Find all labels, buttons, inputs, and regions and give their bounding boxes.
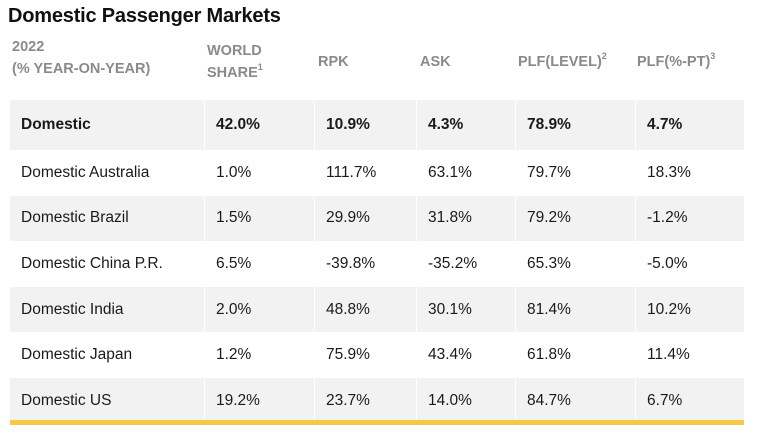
cell-world-share: 2.0% <box>216 300 252 318</box>
cell-rpk: -39.8% <box>326 254 376 272</box>
cell-market: Domestic Japan <box>21 346 133 364</box>
cell-plf-pt: -5.0% <box>647 254 688 272</box>
header-plf-level-text: PLF(LEVEL) <box>518 54 602 70</box>
header-share-footnote: 1 <box>257 62 263 73</box>
cell-plf-pt: 10.2% <box>647 300 691 318</box>
header-rpk-text: RPK <box>318 54 349 70</box>
header-rpk: RPK <box>318 51 349 73</box>
cell-world-share: 1.2% <box>216 346 252 364</box>
table-row: Domestic China P.R. 6.5% -39.8% -35.2% 6… <box>10 241 744 287</box>
cell-ask: 4.3% <box>428 116 464 133</box>
cell-rpk: 10.9% <box>326 116 370 133</box>
cell-plf-level: 79.7% <box>527 163 571 181</box>
cell-plf-level: 78.9% <box>527 116 571 133</box>
header-ask-text: ASK <box>420 54 451 70</box>
cell-rpk: 48.8% <box>326 300 370 318</box>
cell-plf-pt: 6.7% <box>647 391 683 409</box>
column-divider <box>314 100 315 420</box>
cell-world-share: 19.2% <box>216 391 260 409</box>
column-divider <box>635 100 636 420</box>
cell-rpk: 111.7% <box>326 163 377 181</box>
header-plf-pt-footnote: 3 <box>710 51 716 62</box>
markets-table: Domestic 42.0% 10.9% 4.3% 78.9% 4.7% Dom… <box>10 100 744 424</box>
cell-rpk: 23.7% <box>326 391 370 409</box>
header-world-share: WORLD SHARE1 <box>207 40 263 84</box>
header-yoy: (% YEAR-ON-YEAR) <box>12 61 151 77</box>
table-row: Domestic Brazil 1.5% 29.9% 31.8% 79.2% -… <box>10 195 744 242</box>
header-ask: ASK <box>420 51 451 73</box>
table-row: Domestic Japan 1.2% 75.9% 43.4% 61.8% 11… <box>10 332 744 378</box>
cell-ask: 31.8% <box>428 209 472 227</box>
cell-plf-pt: 4.7% <box>647 116 683 133</box>
cell-ask: 14.0% <box>428 391 472 409</box>
cell-ask: 43.4% <box>428 346 472 364</box>
cell-world-share: 42.0% <box>216 116 260 133</box>
cell-rpk: 75.9% <box>326 346 370 364</box>
cell-market: Domestic Brazil <box>21 209 129 227</box>
column-divider <box>204 100 205 420</box>
cell-plf-pt: 18.3% <box>647 163 691 181</box>
header-share-text: SHARE <box>207 65 258 81</box>
cell-market: Domestic US <box>21 391 112 409</box>
cell-plf-level: 81.4% <box>527 300 571 318</box>
table-header: 2022 (% YEAR-ON-YEAR) WORLD SHARE1 RPK A… <box>0 36 758 94</box>
header-world: WORLD <box>207 43 262 59</box>
cell-plf-pt: -1.2% <box>647 209 688 227</box>
cell-world-share: 1.5% <box>216 209 252 227</box>
cell-market: Domestic Australia <box>21 163 150 181</box>
table-row: Domestic Australia 1.0% 111.7% 63.1% 79.… <box>10 150 744 196</box>
table-row: Domestic 42.0% 10.9% 4.3% 78.9% 4.7% <box>10 100 744 150</box>
cell-rpk: 29.9% <box>326 209 370 227</box>
cell-plf-level: 84.7% <box>527 391 571 409</box>
column-divider <box>416 100 417 420</box>
cell-plf-pt: 11.4% <box>647 346 690 364</box>
header-plf-pt-text: PLF(%-PT) <box>637 54 711 70</box>
header-plf-pt: PLF(%-PT)3 <box>637 51 715 73</box>
cell-world-share: 6.5% <box>216 254 252 272</box>
header-plf-level: PLF(LEVEL)2 <box>518 51 607 73</box>
column-divider <box>515 100 516 420</box>
table-row: Domestic US 19.2% 23.7% 14.0% 84.7% 6.7% <box>10 377 744 424</box>
page-title: Domestic Passenger Markets <box>8 5 281 27</box>
cell-market: Domestic India <box>21 300 124 318</box>
accent-bar <box>10 420 744 425</box>
cell-plf-level: 61.8% <box>527 346 571 364</box>
cell-market: Domestic China P.R. <box>21 254 163 272</box>
cell-ask: 63.1% <box>428 163 472 181</box>
cell-plf-level: 65.3% <box>527 254 571 272</box>
cell-ask: 30.1% <box>428 300 472 318</box>
header-share: SHARE1 <box>207 62 263 84</box>
header-plf-level-footnote: 2 <box>601 51 607 62</box>
cell-ask: -35.2% <box>428 254 478 272</box>
header-year-label: 2022 (% YEAR-ON-YEAR) <box>12 36 150 80</box>
header-year: 2022 <box>12 39 45 55</box>
table-row: Domestic India 2.0% 48.8% 30.1% 81.4% 10… <box>10 286 744 333</box>
cell-plf-level: 79.2% <box>527 209 571 227</box>
cell-market: Domestic <box>21 116 91 133</box>
cell-world-share: 1.0% <box>216 163 252 181</box>
